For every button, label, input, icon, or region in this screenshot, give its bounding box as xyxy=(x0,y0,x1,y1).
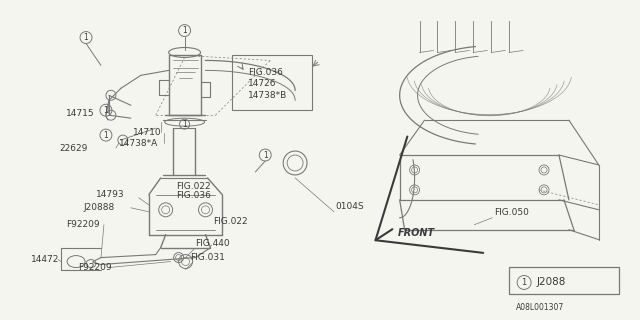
Text: 14793: 14793 xyxy=(96,190,125,199)
Text: FIG.022: FIG.022 xyxy=(175,182,211,191)
Text: J20888: J20888 xyxy=(83,203,115,212)
Text: 14715: 14715 xyxy=(66,109,95,118)
Text: 0104S: 0104S xyxy=(335,202,364,211)
Text: FIG.031: FIG.031 xyxy=(191,253,225,262)
Text: 14710: 14710 xyxy=(133,128,161,137)
Text: 14738*B: 14738*B xyxy=(248,91,287,100)
Text: FIG.036: FIG.036 xyxy=(175,191,211,200)
Text: F92209: F92209 xyxy=(66,220,100,229)
Text: FIG.022: FIG.022 xyxy=(214,217,248,226)
Text: 1: 1 xyxy=(522,278,527,287)
Text: A08L001307: A08L001307 xyxy=(516,303,564,312)
Text: FIG.036: FIG.036 xyxy=(248,68,283,77)
Text: 1: 1 xyxy=(182,26,187,35)
Text: FIG.440: FIG.440 xyxy=(196,239,230,248)
Text: 1: 1 xyxy=(182,120,187,129)
Bar xyxy=(232,55,312,110)
Text: 1: 1 xyxy=(263,150,268,160)
Text: J2088: J2088 xyxy=(537,277,566,287)
Text: 22629: 22629 xyxy=(59,144,88,153)
Text: 1: 1 xyxy=(84,33,88,42)
Bar xyxy=(509,267,619,294)
Text: FRONT: FRONT xyxy=(397,228,435,238)
Text: F92209: F92209 xyxy=(78,263,111,272)
Text: 14726: 14726 xyxy=(248,79,277,88)
Text: 14738*A: 14738*A xyxy=(119,139,158,148)
Text: 1: 1 xyxy=(104,106,108,115)
Text: 1: 1 xyxy=(104,131,108,140)
Text: 14472: 14472 xyxy=(31,255,60,264)
Text: FIG.050: FIG.050 xyxy=(494,208,529,217)
